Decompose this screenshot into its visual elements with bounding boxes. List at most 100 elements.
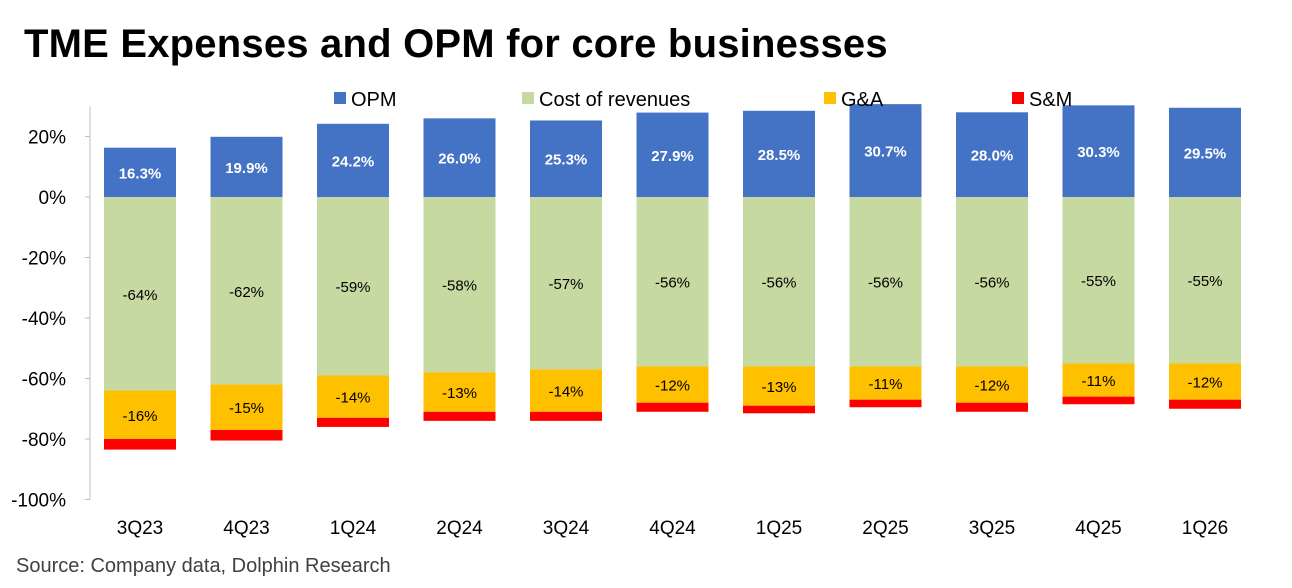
bar-segment [636, 112, 709, 197]
legend-swatch [1012, 92, 1024, 104]
bar-segment [1169, 197, 1241, 364]
data-label: -11% [1082, 373, 1116, 390]
y-tick-label: -100% [11, 491, 66, 512]
y-tick-label: -60% [22, 370, 66, 391]
data-label: 16.3% [119, 165, 162, 182]
bar-segment [423, 411, 496, 421]
data-label: -56% [761, 275, 796, 292]
x-tick-label: 2Q25 [862, 518, 908, 539]
x-tick-label: 2Q24 [436, 518, 483, 539]
y-tick-label: -40% [22, 309, 66, 330]
data-label: 30.3% [1077, 144, 1120, 161]
data-label: -12% [1187, 375, 1222, 392]
x-tick-label: 3Q23 [117, 518, 163, 539]
x-tick-label: 1Q25 [756, 518, 802, 539]
legend-label: OPM [351, 89, 397, 111]
x-tick-label: 1Q26 [1182, 518, 1228, 539]
bar-segment [210, 384, 283, 430]
data-label: -56% [868, 275, 903, 292]
data-label: -62% [229, 284, 264, 301]
source-note: Source: Company data, Dolphin Research [16, 555, 391, 577]
bar-segment [1169, 107, 1241, 197]
bar-segment [1062, 363, 1135, 397]
x-tick-label: 3Q25 [969, 518, 1015, 539]
data-label: -58% [442, 278, 477, 295]
data-label: 27.9% [651, 148, 694, 165]
legend-label: S&M [1029, 89, 1072, 111]
data-label: -56% [974, 275, 1009, 292]
data-label: -15% [229, 400, 264, 417]
bar-segment [210, 429, 283, 441]
bar-segment [1169, 363, 1241, 400]
legend-label: G&A [841, 89, 884, 111]
data-label: 25.3% [545, 152, 588, 169]
x-tick-label: 4Q25 [1075, 518, 1121, 539]
bar-segment [743, 405, 815, 414]
x-tick-label: 4Q23 [223, 518, 269, 539]
bar-segment [636, 402, 709, 412]
data-label: -13% [442, 385, 477, 402]
bar-segment [743, 197, 815, 367]
bar-segment [849, 197, 922, 367]
y-tick-label: -80% [22, 430, 66, 451]
bar-segment [1062, 396, 1135, 405]
bars-layer [104, 104, 1241, 450]
bar-segment [743, 110, 815, 197]
bar-segment [104, 390, 176, 439]
axis-layer: 20% 0% -20% -40% -60% -80% -100% 3Q23 4Q23 1Q24 2Q… [11, 106, 1228, 539]
bar-segment [210, 197, 283, 385]
bar-segment [104, 439, 176, 450]
data-label: -12% [974, 378, 1009, 395]
data-label: -13% [761, 379, 796, 396]
data-label: -16% [122, 408, 157, 425]
data-label: -56% [655, 275, 690, 292]
data-label: -11% [869, 376, 903, 393]
data-label: -59% [335, 279, 370, 296]
data-label: -57% [548, 276, 583, 293]
bar-segment [1169, 399, 1241, 409]
bar-segment [849, 104, 922, 197]
data-label: -64% [122, 287, 157, 304]
bar-segment [530, 197, 602, 370]
data-label: 24.2% [332, 153, 375, 170]
bar-segment [104, 197, 176, 391]
data-label: 28.0% [971, 148, 1014, 165]
bar-segment [743, 366, 815, 406]
y-tick-label: 0% [39, 188, 67, 209]
bar-segment [956, 402, 1028, 412]
bar-segment [104, 147, 176, 197]
bar-segment [317, 197, 389, 376]
bar-segment [210, 136, 283, 197]
data-label: -14% [548, 384, 583, 401]
data-label: 19.9% [225, 160, 268, 177]
bar-segment [849, 399, 922, 408]
y-tick-label: -20% [22, 249, 66, 270]
y-tick-label: 20% [28, 128, 66, 149]
bar-segment [423, 372, 496, 412]
bar-segment [317, 417, 389, 427]
bar-segment [849, 366, 922, 400]
data-label: -12% [655, 378, 690, 395]
bar-segment [423, 118, 496, 197]
labels-layer: 16.3% -64% -16% 19.9% -62% -15% 24.2% -59% -14% 2… [119, 144, 1227, 425]
bar-segment [956, 112, 1028, 197]
data-label: -55% [1187, 273, 1222, 290]
bar-segment [423, 197, 496, 373]
bar-segment [530, 411, 602, 421]
data-label: 26.0% [438, 151, 481, 168]
bar-segment [636, 197, 709, 367]
data-label: 29.5% [1184, 145, 1227, 162]
data-label: 28.5% [758, 147, 801, 164]
bar-segment [530, 120, 602, 197]
bar-segment [956, 197, 1028, 367]
data-label: 30.7% [864, 144, 907, 161]
bar-segment [317, 375, 389, 418]
x-tick-label: 4Q24 [649, 518, 696, 539]
legend: OPM Cost of revenues G&A S&M [334, 89, 1072, 111]
data-label: -14% [335, 390, 370, 407]
legend-swatch [334, 92, 346, 104]
bar-segment [530, 369, 602, 412]
bar-segment [1062, 197, 1135, 364]
x-tick-label: 3Q24 [543, 518, 590, 539]
